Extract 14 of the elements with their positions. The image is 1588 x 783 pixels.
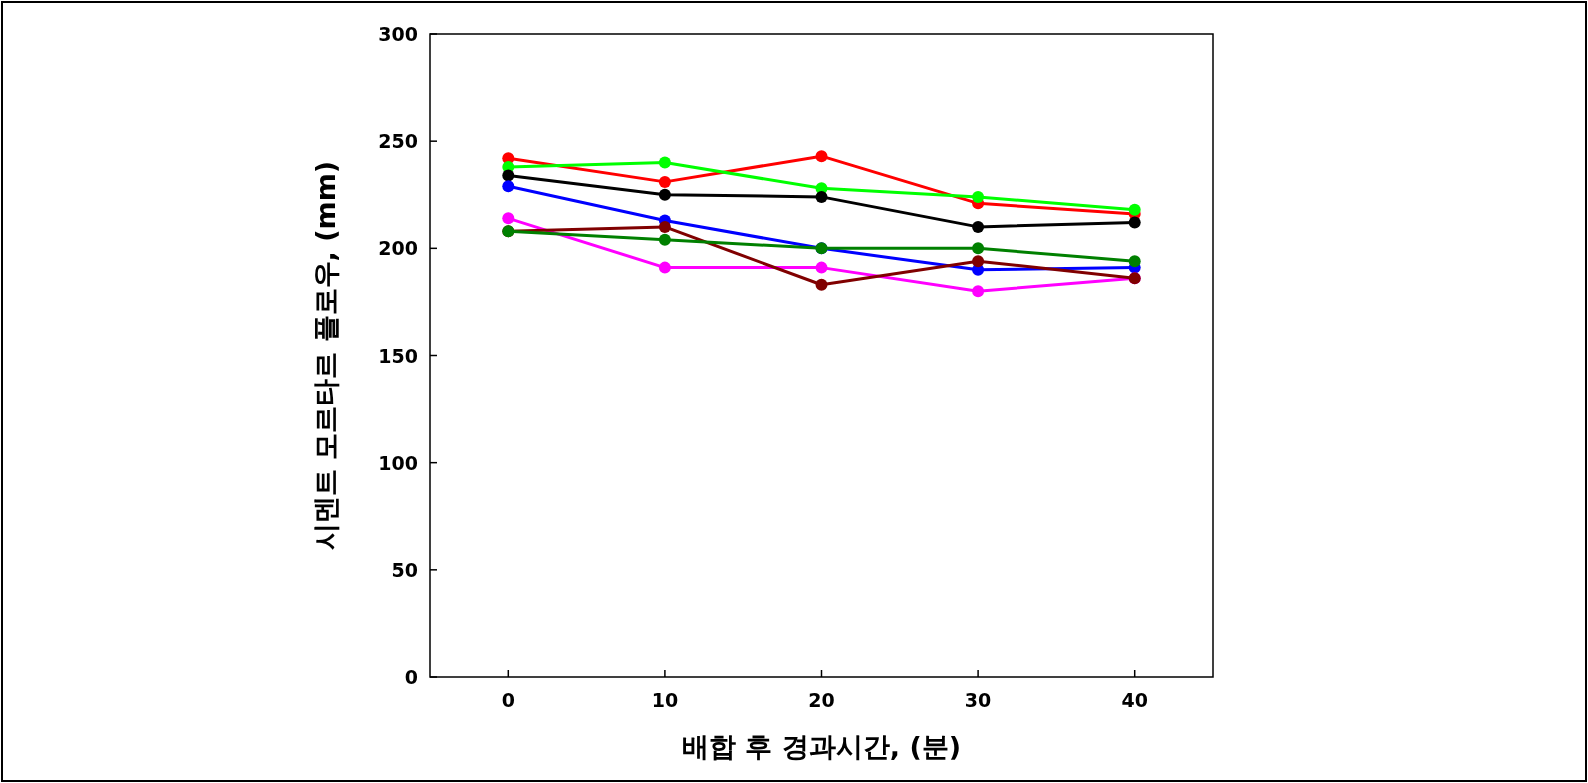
x-tick-label: 10 bbox=[651, 689, 679, 711]
y-tick-label: 0 bbox=[404, 666, 418, 688]
y-tick-label: 50 bbox=[391, 558, 418, 581]
x-tick-label: 30 bbox=[964, 689, 992, 711]
x-tick-label: 0 bbox=[501, 689, 515, 711]
y-tick-label: 100 bbox=[378, 451, 418, 474]
y-tick-label: 150 bbox=[378, 344, 418, 367]
y-tick-label: 300 bbox=[378, 23, 418, 45]
x-tick-label: 20 bbox=[808, 689, 835, 711]
y-tick-label: 250 bbox=[378, 130, 418, 153]
x-tick-label: 40 bbox=[1121, 689, 1148, 711]
x-axis-title: 배합 후 경과시간, (분) bbox=[681, 731, 962, 762]
y-axis-title: 시멘트 모르타르 플로우, (mm) bbox=[310, 160, 341, 551]
y-tick-label: 200 bbox=[378, 237, 418, 260]
